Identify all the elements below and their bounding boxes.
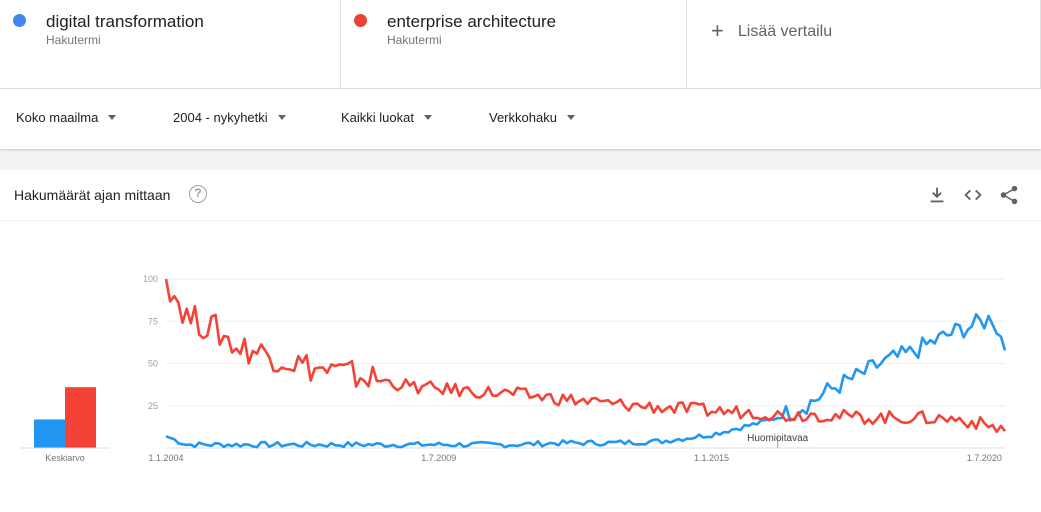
term-type: Hakutermi [387, 33, 442, 47]
caret-down-icon [108, 115, 117, 120]
download-icon[interactable] [926, 184, 948, 206]
caret-down-icon [423, 115, 432, 120]
compare-terms-bar: digital transformation Hakutermi enterpr… [0, 0, 1041, 89]
y-tick-label: 50 [148, 359, 158, 369]
y-tick-label: 100 [143, 274, 158, 284]
interest-over-time-chart: 25 50 75 100 1.1.2004 1.7.2009 1.1.2015 1.7.202… [20, 274, 1007, 463]
search-type-dropdown-label: Verkkohaku [489, 110, 557, 125]
help-icon[interactable]: ? [189, 185, 207, 203]
y-tick-label: 75 [148, 316, 158, 326]
term-label: digital transformation [46, 12, 204, 31]
x-tick-label: 1.1.2004 [148, 453, 183, 463]
add-comparison-label: Lisää vertailu [737, 23, 833, 40]
term-digital-transformation[interactable]: digital transformation Hakutermi [0, 0, 341, 89]
region-dropdown-label: Koko maailma [16, 110, 99, 125]
series-color-dot [354, 14, 367, 27]
y-tick-label: 25 [148, 401, 158, 411]
series-line [164, 278, 1007, 434]
embed-icon[interactable] [962, 184, 984, 206]
search-type-dropdown[interactable]: Verkkohaku [489, 110, 575, 125]
annotation-label: Huomioitavaa [747, 433, 809, 444]
caret-down-icon [566, 115, 575, 120]
interest-over-time-card: Hakumäärät ajan mittaan ? 25 50 75 100 1.1.2… [0, 170, 1041, 512]
average-bar [65, 387, 96, 448]
category-dropdown[interactable]: Kaikki luokat [341, 110, 432, 125]
series-color-dot [13, 14, 26, 27]
region-dropdown[interactable]: Koko maailma [16, 110, 117, 125]
add-comparison-button[interactable]: + Lisää vertailu [687, 0, 1041, 88]
average-bar [34, 419, 65, 448]
x-tick-label: 1.7.2009 [421, 453, 456, 463]
plus-icon: + [711, 18, 724, 43]
term-label: enterprise architecture [387, 12, 557, 31]
series-line [165, 313, 1007, 449]
caret-down-icon [277, 115, 286, 120]
card-title: Hakumäärät ajan mittaan [14, 187, 171, 203]
average-label: Keskiarvo [45, 453, 85, 463]
term-type: Hakutermi [46, 33, 101, 47]
term-enterprise-architecture[interactable]: enterprise architecture Hakutermi [341, 0, 687, 89]
filter-bar: Koko maailma 2004 - nykyhetki Kaikki luo… [0, 89, 1041, 149]
time-range-dropdown[interactable]: 2004 - nykyhetki [173, 110, 286, 125]
x-tick-label: 1.1.2015 [694, 453, 729, 463]
time-range-dropdown-label: 2004 - nykyhetki [173, 110, 268, 125]
share-icon[interactable] [998, 184, 1020, 206]
card-header: Hakumäärät ajan mittaan ? [0, 170, 1041, 221]
category-dropdown-label: Kaikki luokat [341, 110, 414, 125]
x-tick-label: 1.7.2020 [967, 453, 1002, 463]
